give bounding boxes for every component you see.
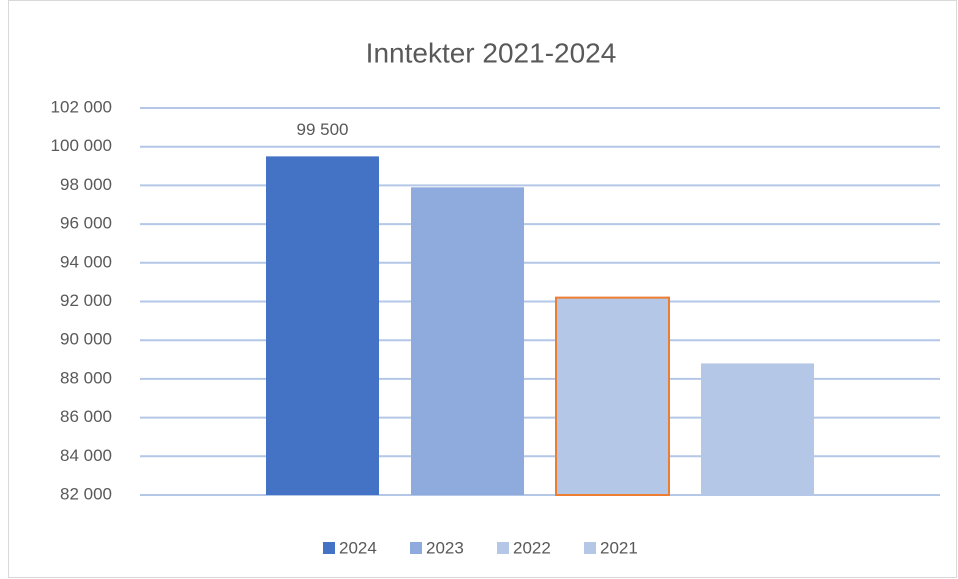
y-tick-label: 90 000 bbox=[60, 330, 112, 349]
y-tick-label: 84 000 bbox=[60, 446, 112, 465]
legend-label: 2021 bbox=[600, 538, 638, 557]
data-label: 99 500 bbox=[297, 120, 349, 139]
bar bbox=[701, 363, 814, 495]
y-tick-label: 82 000 bbox=[60, 484, 112, 503]
legend-label: 2023 bbox=[426, 538, 464, 557]
y-tick-label: 88 000 bbox=[60, 368, 112, 387]
y-tick-label: 98 000 bbox=[60, 175, 112, 194]
legend-swatch bbox=[410, 542, 422, 554]
y-tick-label: 100 000 bbox=[51, 136, 112, 155]
bar bbox=[266, 156, 379, 495]
y-tick-label: 92 000 bbox=[60, 291, 112, 310]
legend-label: 2022 bbox=[513, 538, 551, 557]
y-tick-label: 96 000 bbox=[60, 214, 112, 233]
legend-label: 2024 bbox=[339, 538, 377, 557]
legend-swatch bbox=[323, 542, 335, 554]
y-tick-label: 86 000 bbox=[60, 407, 112, 426]
bar bbox=[411, 187, 524, 495]
bar bbox=[555, 296, 670, 496]
y-tick-label: 102 000 bbox=[51, 97, 112, 116]
chart-title: Inntekter 2021-2024 bbox=[366, 37, 617, 68]
legend-swatch bbox=[584, 542, 596, 554]
legend-swatch bbox=[497, 542, 509, 554]
y-tick-label: 94 000 bbox=[60, 252, 112, 271]
